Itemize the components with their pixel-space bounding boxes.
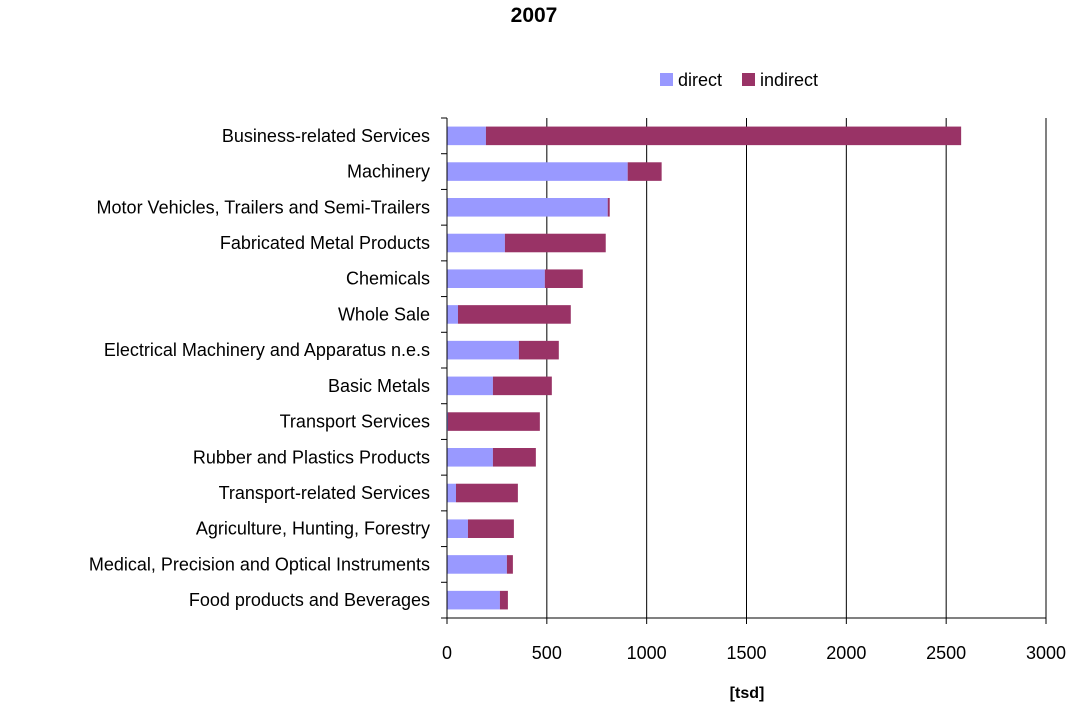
bar-indirect: [544, 269, 583, 288]
category-label: Electrical Machinery and Apparatus n.e.s: [104, 340, 430, 360]
legend-swatch-direct: [660, 73, 673, 86]
bar-direct: [447, 126, 486, 146]
bar-direct: [447, 233, 505, 253]
chart-title: 2007: [510, 4, 558, 27]
bar-indirect: [607, 198, 610, 217]
category-labels: Business-related Services Machinery Motor …: [89, 126, 430, 610]
bar-indirect: [492, 448, 536, 467]
bar-indirect: [467, 519, 514, 538]
category-label: Agriculture, Hunting, Forestry: [196, 519, 430, 539]
x-tick-label: 3000: [1026, 643, 1066, 663]
x-tick-label: 500: [532, 643, 562, 663]
bar-direct: [447, 555, 507, 574]
bar-direct: [447, 269, 545, 288]
bar-direct: [447, 198, 608, 217]
bar-indirect: [492, 376, 552, 396]
bar-indirect: [485, 126, 962, 146]
category-label: Machinery: [347, 162, 430, 182]
bar-direct: [447, 448, 493, 467]
x-tick-label: 2000: [826, 643, 866, 663]
bar-direct: [447, 340, 519, 360]
bar-direct: [447, 590, 500, 610]
legend-label-indirect: indirect: [760, 70, 818, 90]
x-axis-label: [tsd]: [730, 685, 765, 702]
bar-indirect: [504, 233, 606, 253]
bar-indirect: [447, 412, 540, 431]
tick-labels: 0 500 1000 1500 2000 2500 3000: [442, 643, 1066, 663]
legend-label-direct: direct: [678, 70, 722, 90]
category-label: Medical, Precision and Optical Instrumen…: [89, 554, 430, 574]
bar-indirect: [506, 555, 513, 574]
x-tick-label: 1000: [627, 643, 667, 663]
category-label: Motor Vehicles, Trailers and Semi-Traile…: [97, 197, 430, 217]
bar-indirect: [455, 483, 518, 503]
x-tick-label: 0: [442, 643, 452, 663]
x-tick-label: 2500: [926, 643, 966, 663]
bar-direct: [447, 305, 458, 324]
bar-indirect: [627, 162, 662, 181]
bar-direct: [447, 376, 493, 396]
bar-indirect: [457, 305, 571, 324]
gridlines: [546, 118, 1047, 618]
category-label: Rubber and Plastics Products: [193, 447, 430, 467]
legend-swatch-indirect: [742, 73, 755, 86]
bars: [447, 126, 962, 610]
category-label: Chemicals: [346, 269, 430, 289]
bar-indirect: [518, 340, 559, 360]
category-label: Transport-related Services: [219, 483, 430, 503]
bar-direct: [447, 483, 456, 503]
legend: direct indirect: [660, 70, 818, 90]
category-label: Whole Sale: [338, 304, 430, 324]
category-label: Transport Services: [280, 412, 430, 432]
bar-direct: [447, 519, 468, 538]
category-label: Food products and Beverages: [189, 590, 430, 610]
bar-direct: [447, 162, 628, 181]
category-label: Basic Metals: [328, 376, 430, 396]
axes: [441, 117, 1047, 624]
x-tick-label: 1500: [726, 643, 766, 663]
bar-indirect: [499, 590, 508, 610]
category-label: Business-related Services: [222, 126, 430, 146]
category-label: Fabricated Metal Products: [220, 233, 430, 253]
